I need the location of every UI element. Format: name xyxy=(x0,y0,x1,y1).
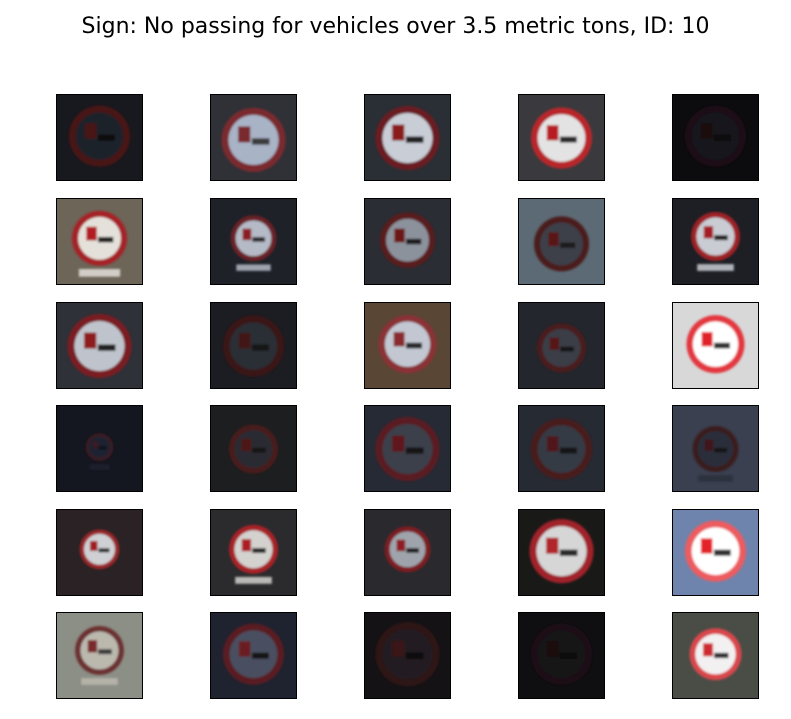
sign-thumbnail xyxy=(56,612,143,699)
sign-thumbnail xyxy=(210,198,297,285)
sign-thumbnail xyxy=(518,509,605,596)
sign-image xyxy=(57,95,142,180)
sign-image xyxy=(673,613,758,698)
sign-thumbnail xyxy=(364,198,451,285)
sign-image xyxy=(57,510,142,595)
sign-image xyxy=(57,199,142,284)
sign-thumbnail xyxy=(672,612,759,699)
sign-thumbnail xyxy=(364,405,451,492)
sign-thumbnail xyxy=(210,94,297,181)
sign-image xyxy=(519,199,604,284)
sign-thumbnail xyxy=(56,509,143,596)
sign-image xyxy=(519,406,604,491)
sign-image xyxy=(673,406,758,491)
sign-thumbnail xyxy=(518,405,605,492)
sign-image xyxy=(211,510,296,595)
sign-thumbnail xyxy=(672,405,759,492)
sign-image xyxy=(673,199,758,284)
sign-thumbnail xyxy=(364,509,451,596)
sign-image xyxy=(365,510,450,595)
sign-image xyxy=(365,95,450,180)
sign-image xyxy=(519,510,604,595)
sign-thumbnail xyxy=(672,509,759,596)
sign-image xyxy=(211,406,296,491)
sign-thumbnail xyxy=(518,94,605,181)
sign-image xyxy=(57,303,142,388)
sign-image xyxy=(57,406,142,491)
sign-thumbnail xyxy=(364,94,451,181)
sign-image xyxy=(365,199,450,284)
sign-thumbnail xyxy=(56,94,143,181)
sign-image xyxy=(211,199,296,284)
sign-thumbnail xyxy=(210,612,297,699)
sign-image xyxy=(673,303,758,388)
sign-image xyxy=(673,95,758,180)
sign-thumbnail xyxy=(210,509,297,596)
sign-thumbnail xyxy=(672,198,759,285)
sign-image xyxy=(519,303,604,388)
sign-image xyxy=(673,510,758,595)
sign-thumbnail xyxy=(56,405,143,492)
sign-image xyxy=(519,613,604,698)
sign-thumbnail xyxy=(518,198,605,285)
sign-thumbnail xyxy=(364,302,451,389)
sign-thumbnail xyxy=(518,302,605,389)
sign-image xyxy=(211,95,296,180)
sign-thumbnail xyxy=(210,405,297,492)
sign-thumbnail xyxy=(56,302,143,389)
sign-image xyxy=(365,613,450,698)
sign-thumbnail xyxy=(210,302,297,389)
sign-thumbnail xyxy=(56,198,143,285)
sign-image xyxy=(365,303,450,388)
sign-image xyxy=(211,613,296,698)
sign-image xyxy=(211,303,296,388)
sign-thumbnail xyxy=(364,612,451,699)
sign-image xyxy=(365,406,450,491)
sign-image xyxy=(519,95,604,180)
sign-image xyxy=(57,613,142,698)
sign-thumbnail xyxy=(518,612,605,699)
sign-thumbnail xyxy=(672,302,759,389)
sign-thumbnail xyxy=(672,94,759,181)
